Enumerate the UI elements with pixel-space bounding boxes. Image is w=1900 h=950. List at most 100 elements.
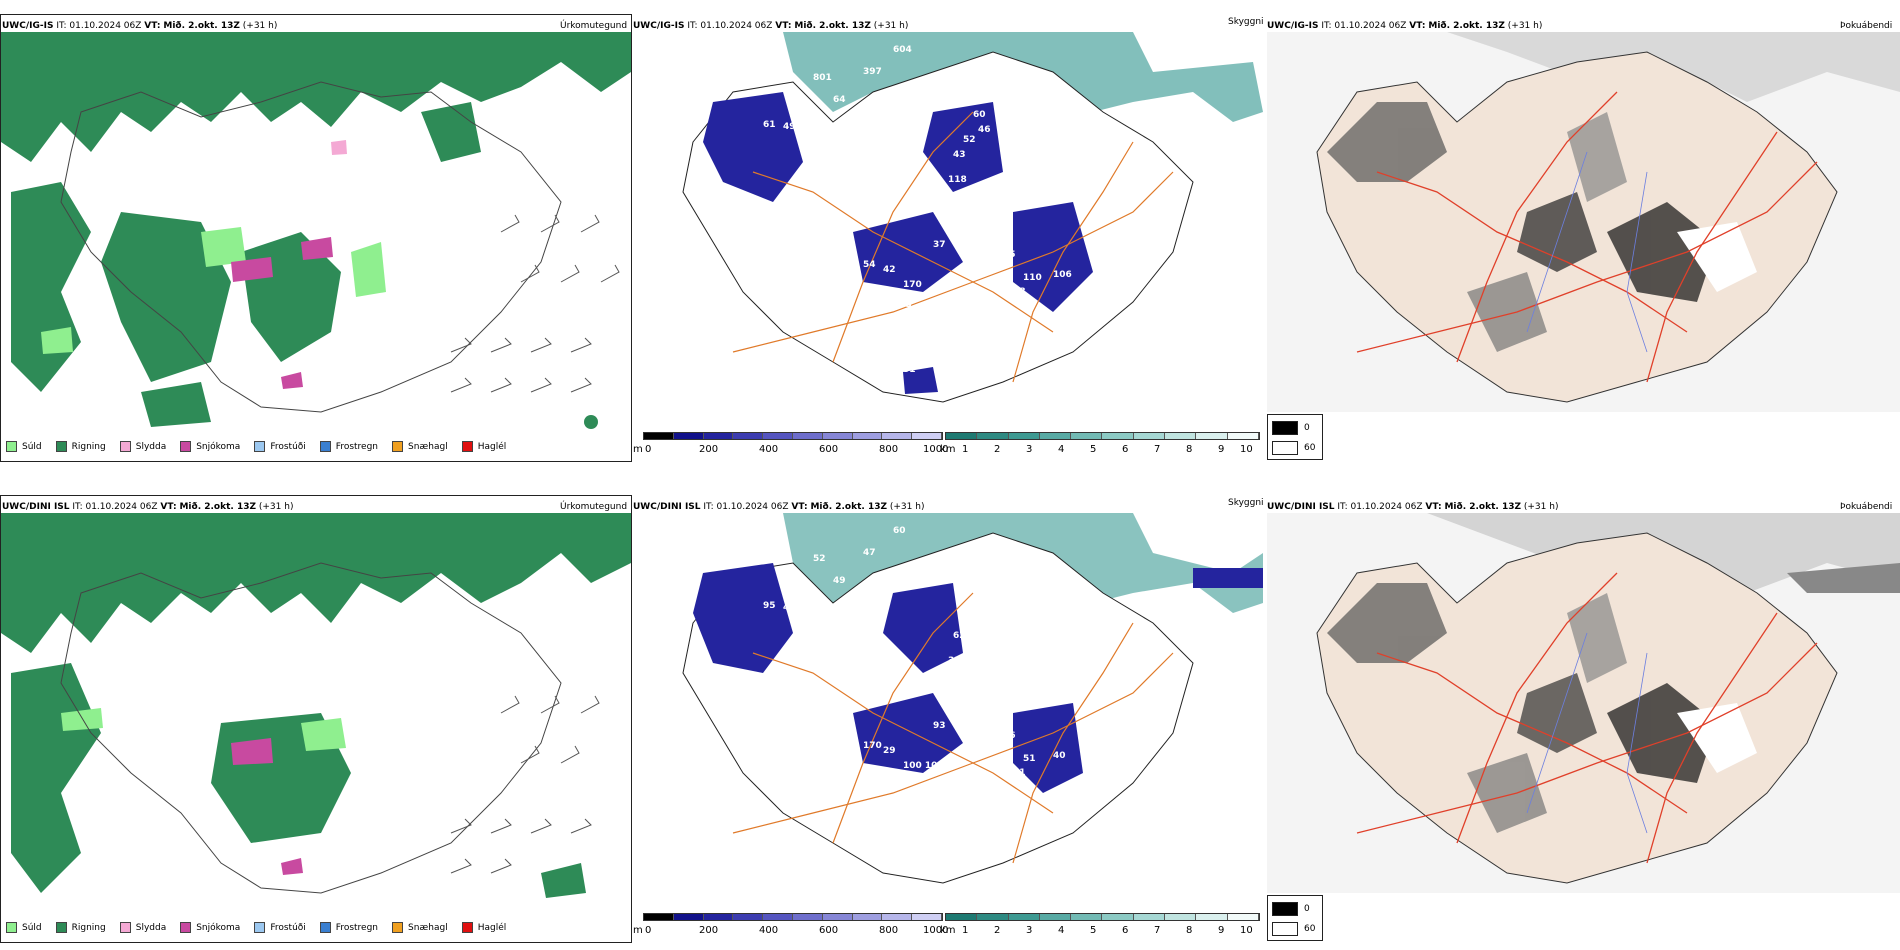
ceiling-value-label: 36 bbox=[993, 666, 1006, 676]
fog-index-shading bbox=[1327, 583, 1717, 833]
legend-item-drizzle: Súld bbox=[6, 922, 42, 933]
ceiling-value-label: 444 bbox=[1228, 40, 1247, 50]
low-ceiling-strip bbox=[1193, 568, 1263, 588]
colorbar-cell bbox=[1165, 433, 1197, 439]
ceiling-value-label: 60 bbox=[893, 526, 906, 536]
legend-item-rain: Rigning bbox=[55, 922, 106, 933]
cloud-panel-title: Skyggni bbox=[1228, 17, 1264, 27]
ceiling-tick: 800 bbox=[879, 925, 899, 936]
colorbar-cell bbox=[792, 433, 823, 439]
colorbar-cell bbox=[1039, 914, 1072, 920]
legend-item-freezing-rain: Frostregn bbox=[319, 441, 378, 452]
ceiling-value-label: 49 bbox=[783, 122, 796, 132]
ceiling-tick: 200 bbox=[699, 925, 719, 936]
visibility-tick: 10 bbox=[1240, 444, 1253, 455]
visibility-tick: 7 bbox=[1154, 925, 1161, 936]
ceiling-value-label: 115 bbox=[993, 185, 1012, 195]
ceiling-value-label: 100 100 bbox=[903, 761, 944, 771]
visibility-colorbar: km 1 2 3 4 5 6 7 8 9 10 bbox=[940, 432, 1260, 462]
ceiling-value-label: 58 bbox=[773, 70, 786, 80]
ceiling-tick: 400 bbox=[759, 925, 779, 936]
ceiling-value-label: 49 bbox=[833, 576, 846, 586]
colorbar-cell bbox=[1133, 914, 1166, 920]
legend-swatch bbox=[180, 922, 192, 933]
legend-swatch bbox=[6, 922, 17, 933]
low-ceiling-areas bbox=[703, 92, 1093, 394]
ceiling-value-label: 46 bbox=[783, 603, 796, 613]
ceiling-value-label: 67 bbox=[973, 215, 986, 225]
ceiling-value-label: 87 bbox=[813, 125, 826, 135]
ceiling-value-label: 604 bbox=[893, 45, 912, 55]
legend-swatch bbox=[392, 922, 404, 933]
ceiling-value-label: 31 bbox=[1013, 768, 1026, 778]
ceiling-tick: 1000 bbox=[923, 925, 949, 936]
fog-panel-title: Þokuábendi bbox=[1840, 502, 1893, 512]
ceiling-value-label: 170 bbox=[863, 741, 882, 751]
ceiling-value-label: 278 bbox=[1053, 145, 1072, 155]
ceiling-unit-label: m bbox=[633, 444, 643, 455]
colorbar-cell bbox=[822, 914, 853, 920]
precip-map-frame bbox=[0, 14, 632, 462]
visibility-tick: 9 bbox=[1218, 925, 1225, 936]
ceiling-value-label: 73 bbox=[893, 325, 906, 335]
precip-type-legend: Súld Rigning Slydda Snjókoma Frostúði Fr… bbox=[6, 441, 506, 452]
ceiling-value-label: 62 bbox=[823, 125, 836, 135]
legend-item-hail: Haglél bbox=[461, 922, 506, 933]
ceiling-value-label: 49 bbox=[913, 340, 926, 350]
ceiling-value-label: 38 bbox=[933, 576, 946, 586]
colorbar-cell bbox=[1071, 433, 1103, 439]
colorbar-cell bbox=[977, 914, 1009, 920]
ceiling-value-label: 60 bbox=[863, 606, 876, 616]
fog-header: UWC/DINI ISL IT: 01.10.2024 06Z VT: Mið.… bbox=[1267, 502, 1559, 512]
road-network bbox=[1356, 572, 1818, 864]
ceiling-value-label: 124 bbox=[813, 320, 832, 330]
legend-swatch bbox=[180, 441, 192, 452]
fog-index-map bbox=[1267, 32, 1900, 412]
ceiling-value-label: 47 bbox=[863, 548, 876, 558]
ceiling-colorbar: m 0 200 400 600 800 1000 bbox=[633, 913, 948, 943]
ceiling-value-label: 51 bbox=[813, 606, 826, 616]
precip-header: UWC/IG-IS IT: 01.10.2024 06Z VT: Mið. 2.… bbox=[2, 21, 278, 31]
legend-swatch bbox=[319, 922, 331, 933]
ceiling-value-label: 507 bbox=[1193, 47, 1212, 57]
legend-item-snow: Snjókoma bbox=[180, 922, 240, 933]
colorbar-cell bbox=[703, 433, 734, 439]
river-network bbox=[1526, 632, 1648, 834]
ceiling-value-label: 397 bbox=[863, 67, 882, 77]
legend-item-snow-pellets: Snæhagl bbox=[392, 441, 448, 452]
ceiling-tick: 400 bbox=[759, 444, 779, 455]
legend-item-freezing-rain: Frostregn bbox=[319, 922, 378, 933]
ceiling-value-label: 801 bbox=[813, 73, 832, 83]
fog-index-key: 0 60 bbox=[1267, 895, 1323, 941]
fog-key-dark-swatch bbox=[1272, 421, 1298, 435]
visibility-tick: 10 bbox=[1240, 925, 1253, 936]
ceiling-tick: 800 bbox=[879, 444, 899, 455]
ceiling-value-label: 56 bbox=[1003, 731, 1016, 741]
fog-key-light-label: 60 bbox=[1304, 924, 1316, 934]
ceiling-value-label: 46 bbox=[978, 125, 991, 135]
colorbar-cell bbox=[1227, 433, 1259, 439]
fog-key-light-swatch bbox=[1272, 441, 1298, 455]
visibility-tick: 9 bbox=[1218, 444, 1225, 455]
cloud-panel-title: Skyggni bbox=[1228, 498, 1264, 508]
precip-panel-title: Úrkomutegund bbox=[560, 502, 628, 512]
visibility-tick: 5 bbox=[1090, 444, 1097, 455]
colorbar-cell bbox=[1133, 433, 1166, 439]
ceiling-value-label: 92 bbox=[873, 107, 886, 117]
ceiling-colorbar-strip bbox=[643, 432, 943, 440]
colorbar-cell bbox=[946, 433, 978, 439]
precip-panel-title: Úrkomutegund bbox=[560, 21, 628, 31]
precip-header: UWC/DINI ISL IT: 01.10.2024 06Z VT: Mið.… bbox=[2, 502, 294, 512]
visibility-tick: 4 bbox=[1058, 925, 1065, 936]
glacier-white-area bbox=[1677, 703, 1757, 773]
visibility-tick: 5 bbox=[1090, 925, 1097, 936]
visibility-tick: 1 bbox=[962, 925, 969, 936]
ceiling-value-label: 259 bbox=[1053, 626, 1072, 636]
legend-item-drizzle: Súld bbox=[6, 441, 42, 452]
ceiling-value-label: 61 bbox=[763, 120, 776, 130]
visibility-tick: 6 bbox=[1122, 444, 1129, 455]
ceiling-value-label: 118 bbox=[948, 175, 967, 185]
colorbar-cell bbox=[912, 914, 942, 920]
